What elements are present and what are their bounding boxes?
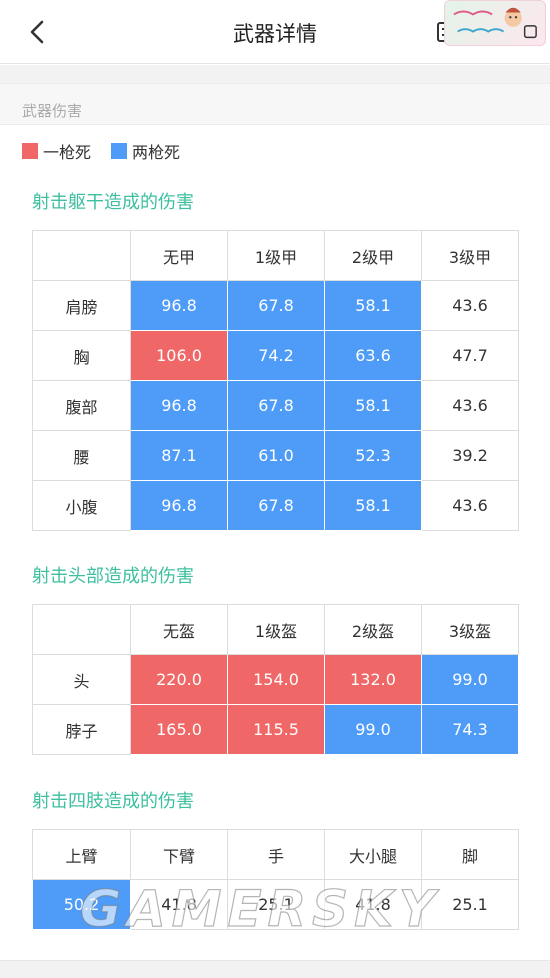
damage-cell: 47.7	[421, 330, 519, 381]
row-label: 头	[32, 654, 131, 705]
damage-cell: 99.0	[421, 654, 519, 705]
damage-cell: 63.6	[324, 330, 422, 381]
column-header: 无甲	[130, 230, 228, 281]
table-row: 腹部 96.8 67.8 58.1 43.6	[32, 380, 519, 431]
column-header: 1级盔	[227, 604, 325, 655]
legend-item-two-shot: 两枪死	[111, 139, 180, 163]
damage-cell: 96.8	[130, 380, 228, 431]
damage-cell: 41.8	[130, 879, 228, 930]
table-row: 肩膀 96.8 67.8 58.1 43.6	[32, 280, 519, 331]
damage-cell: 67.8	[227, 380, 325, 431]
damage-cell: 58.1	[324, 380, 422, 431]
row-label: 腰	[32, 430, 131, 481]
damage-cell: 25.1	[421, 879, 519, 930]
damage-cell: 39.2	[421, 430, 519, 481]
row-label: 胸	[32, 330, 131, 381]
table-header-row: 无盔 1级盔 2级盔 3级盔	[32, 604, 519, 655]
damage-cell: 115.5	[227, 704, 325, 755]
table-row: 脖子 165.0 115.5 99.0 74.3	[32, 704, 519, 755]
damage-cell: 58.1	[324, 280, 422, 331]
row-label: 肩膀	[32, 280, 131, 331]
table-header-row: 无甲 1级甲 2级甲 3级甲	[32, 230, 519, 281]
torso-damage-table: 无甲 1级甲 2级甲 3级甲 肩膀 96.8 67.8 58.1 43.6 胸 106.0 74.2 6…	[32, 230, 519, 531]
column-header	[32, 604, 131, 655]
legend-item-one-shot: 一枪死	[22, 139, 91, 163]
damage-cell: 96.8	[130, 480, 228, 531]
damage-cell: 61.0	[227, 430, 325, 481]
column-header: 3级甲	[421, 230, 519, 281]
damage-cell: 99.0	[324, 704, 422, 755]
table-row: 腰 87.1 61.0 52.3 39.2	[32, 430, 519, 481]
page-title: 武器详情	[233, 22, 317, 46]
section-label: 武器伤害	[22, 102, 83, 120]
damage-cell: 52.3	[324, 430, 422, 481]
damage-cell: 43.6	[421, 280, 519, 331]
avatar-sticker	[444, 0, 546, 46]
damage-cell: 67.8	[227, 280, 325, 331]
row-label: 脖子	[32, 704, 131, 755]
legend-label: 两枪死	[132, 143, 181, 162]
legend: 一枪死 两枪死	[22, 140, 200, 162]
limbs-damage-table: 上臂 下臂手大小腿脚 50.2 41.8 25.1 41.8 25.1	[32, 829, 519, 930]
damage-cell: 106.0	[130, 330, 228, 381]
section-header: 武器伤害	[0, 83, 550, 125]
table-row: 胸 106.0 74.2 63.6 47.7	[32, 330, 519, 381]
damage-cell: 220.0	[130, 654, 228, 705]
damage-cell: 43.6	[421, 480, 519, 531]
damage-cell: 25.1	[227, 879, 325, 930]
spacer	[0, 65, 550, 83]
damage-cell: 58.1	[324, 480, 422, 531]
legend-label: 一枪死	[43, 143, 92, 162]
damage-cell: 165.0	[130, 704, 228, 755]
damage-cell: 132.0	[324, 654, 422, 705]
legend-swatch-red	[22, 143, 38, 159]
table-row: 小腹 96.8 67.8 58.1 43.6	[32, 480, 519, 531]
torso-title: 射击躯干造成的伤害	[32, 192, 194, 213]
column-header: 手	[227, 829, 325, 880]
damage-cell: 74.3	[421, 704, 519, 755]
damage-cell: 67.8	[227, 480, 325, 531]
limbs-title: 射击四肢造成的伤害	[32, 791, 194, 812]
column-header: 大小腿	[324, 829, 422, 880]
table-row: 50.2 41.8 25.1 41.8 25.1	[32, 879, 519, 930]
row-label: 小腹	[32, 480, 131, 531]
head-title: 射击头部造成的伤害	[32, 566, 194, 587]
damage-cell: 41.8	[324, 879, 422, 930]
damage-cell: 43.6	[421, 380, 519, 431]
head-damage-table: 无盔 1级盔 2级盔 3级盔头 220.0 154.0 132.0 99.0 脖子 165.0 11…	[32, 604, 519, 755]
bottom-spacer	[0, 960, 550, 978]
row-label: 腹部	[32, 380, 131, 431]
chevron-left-icon	[30, 20, 44, 44]
column-header	[32, 230, 131, 281]
damage-cell: 87.1	[130, 430, 228, 481]
damage-cell: 154.0	[227, 654, 325, 705]
column-header: 1级甲	[227, 230, 325, 281]
table-row: 头 220.0 154.0 132.0 99.0	[32, 654, 519, 705]
legend-swatch-blue	[111, 143, 128, 159]
column-header: 2级甲	[324, 230, 422, 281]
column-header: 2级盔	[324, 604, 422, 655]
column-header: 上臂	[32, 829, 131, 880]
table-header-row: 上臂 下臂手大小腿脚	[32, 829, 519, 880]
damage-cell: 74.2	[227, 330, 325, 381]
top-bar: 武器详情	[0, 0, 550, 64]
cartoon-sticker-icon	[453, 7, 537, 39]
damage-cell: 50.2	[32, 879, 131, 930]
column-header: 脚	[421, 829, 519, 880]
damage-cell: 96.8	[130, 280, 228, 331]
column-header: 下臂	[130, 829, 228, 880]
back-button[interactable]	[20, 14, 56, 50]
column-header: 3级盔	[421, 604, 519, 655]
column-header: 无盔	[130, 604, 228, 655]
